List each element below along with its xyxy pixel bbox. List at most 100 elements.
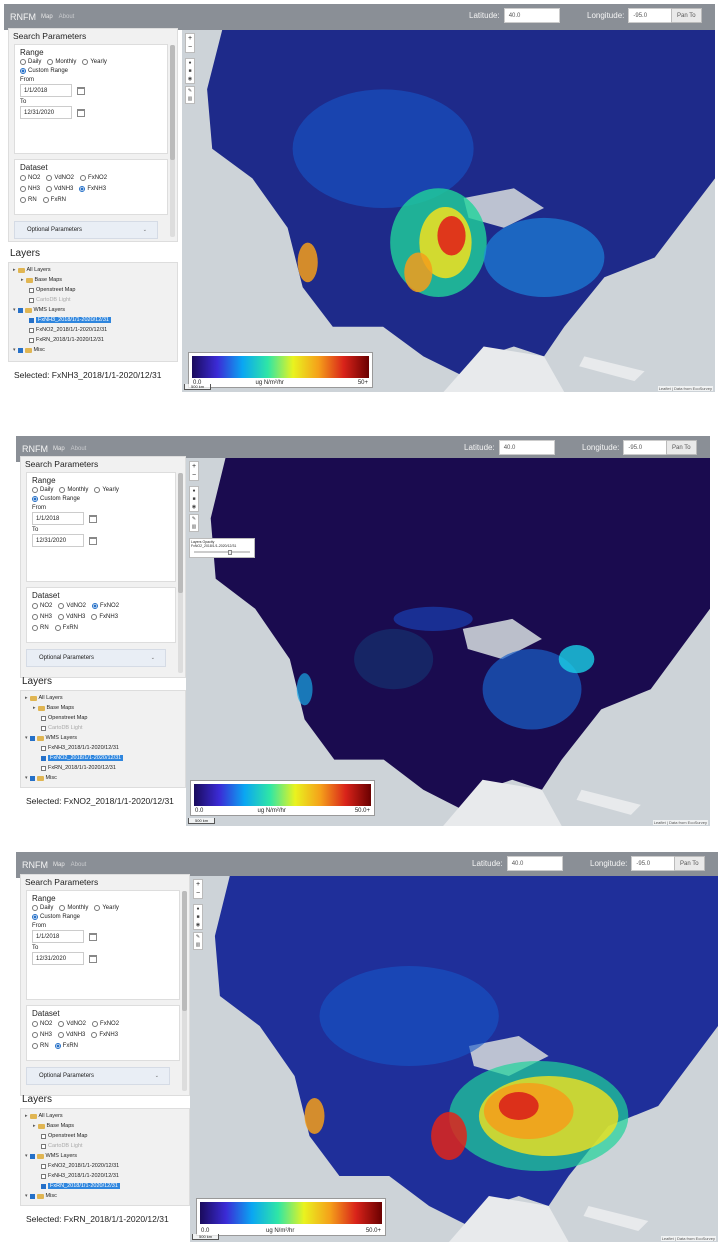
radio-circle[interactable] xyxy=(92,602,99,609)
tree-layer-item[interactable]: FxNO2_2018/1/1-2020/12/31 xyxy=(41,755,124,761)
delete-layers-icon[interactable]: ▥ xyxy=(195,942,201,948)
radio-circle[interactable] xyxy=(94,486,101,493)
range-radio-yearly[interactable]: Yearly xyxy=(94,904,119,911)
layer-checkbox[interactable] xyxy=(41,1143,46,1149)
layer-checkbox[interactable] xyxy=(41,725,46,731)
calendar-icon[interactable] xyxy=(89,933,97,941)
to-date-input[interactable]: 12/31/2020 xyxy=(32,534,97,547)
radio-circle[interactable] xyxy=(20,185,26,192)
calendar-icon[interactable] xyxy=(89,515,97,523)
draw-rectangle-icon[interactable]: ■ xyxy=(188,68,192,74)
search-scrollbar[interactable] xyxy=(170,45,175,237)
radio-circle[interactable] xyxy=(58,613,65,620)
layer-checkbox[interactable] xyxy=(17,307,23,313)
radio-circle[interactable] xyxy=(46,185,53,192)
tree-misc[interactable]: ▾ Misc xyxy=(25,1193,57,1199)
expand-toggle-icon[interactable]: ▸ xyxy=(25,1113,28,1119)
dataset-radio-vdnh3[interactable]: VdNH3 xyxy=(58,613,85,620)
tree-layer-item[interactable]: FxNO2_2018/1/1-2020/12/31 xyxy=(29,327,107,333)
range-radio-custom[interactable]: Custom Range xyxy=(20,67,68,74)
radio-circle[interactable] xyxy=(80,174,87,181)
tree-layer-item[interactable]: FxNH3_2018/1/1-2020/12/31 xyxy=(41,1173,119,1179)
brand-logo[interactable]: RNFM xyxy=(22,444,48,454)
layer-checkbox[interactable] xyxy=(29,1193,35,1199)
expand-toggle-icon[interactable]: ▸ xyxy=(33,1123,36,1129)
tree-cartodb-light[interactable]: CartoDB Light xyxy=(41,725,83,731)
radio-circle[interactable] xyxy=(82,58,89,65)
nav-map-link[interactable]: Map xyxy=(53,446,65,452)
expand-toggle-icon[interactable]: ▸ xyxy=(25,695,28,701)
nav-about-link[interactable]: About xyxy=(70,446,87,452)
range-radio-custom[interactable]: Custom Range xyxy=(32,495,80,502)
nav-map-link[interactable]: Map xyxy=(41,14,53,20)
tree-layer-item[interactable]: FxRN_2018/1/1-2020/12/31 xyxy=(29,337,104,343)
range-radio-custom[interactable]: Custom Range xyxy=(32,913,80,920)
radio-circle[interactable] xyxy=(32,602,38,609)
dataset-radio-fxno2[interactable]: FxNO2 xyxy=(80,174,107,181)
scrollbar-thumb[interactable] xyxy=(170,45,175,161)
zoom-in-button[interactable]: + xyxy=(187,35,193,42)
search-scrollbar[interactable] xyxy=(178,473,183,673)
radio-circle[interactable] xyxy=(32,1020,38,1027)
longitude-input[interactable]: -95.0 xyxy=(623,440,680,455)
layer-checkbox[interactable] xyxy=(41,1133,46,1139)
tree-wms-layers[interactable]: ▾ WMS Layers xyxy=(13,307,65,313)
layer-checkbox[interactable] xyxy=(29,337,34,343)
draw-rectangle-icon[interactable]: ■ xyxy=(192,496,196,502)
radio-circle[interactable] xyxy=(32,613,38,620)
delete-layers-icon[interactable]: ▥ xyxy=(191,524,197,530)
radio-circle[interactable] xyxy=(32,495,38,502)
radio-circle[interactable] xyxy=(20,174,26,181)
map-canvas[interactable]: + − ● ■ ◉ ✎ ▥ Layers Opacity FxNO2_2018/1/1-2020… xyxy=(186,458,710,826)
radio-circle[interactable] xyxy=(58,602,65,609)
layer-checkbox[interactable] xyxy=(29,327,34,333)
longitude-input[interactable]: -95.0 xyxy=(631,856,688,871)
dataset-radio-fxnh3[interactable]: FxNH3 xyxy=(91,1031,118,1038)
layer-checkbox[interactable] xyxy=(17,347,23,353)
tree-cartodb-light[interactable]: CartoDB Light xyxy=(29,297,71,303)
map-attribution[interactable]: Leaflet | Data from EcoSurvey xyxy=(657,386,713,391)
radio-circle[interactable] xyxy=(32,1042,38,1049)
to-date-input[interactable]: 12/31/2020 xyxy=(20,106,85,119)
map-attribution[interactable]: Leaflet | Data from EcoSurvey xyxy=(660,1236,716,1241)
dataset-radio-fxno2[interactable]: FxNO2 xyxy=(92,602,119,609)
map-canvas[interactable]: + − ● ■ ◉ ✎ ▥ 0.0 ug N/m²/hr 50+ 500 km Leaflet | D… xyxy=(182,30,715,392)
tree-misc[interactable]: ▾ Misc xyxy=(25,775,57,781)
range-radio-daily[interactable]: Daily xyxy=(32,904,53,911)
dataset-radio-fxrn[interactable]: FxRN xyxy=(54,624,78,631)
edit-layers-icon[interactable]: ✎ xyxy=(195,934,201,940)
opacity-slider-track[interactable] xyxy=(194,551,250,553)
draw-circle-icon[interactable]: ◉ xyxy=(195,922,201,928)
radio-circle[interactable] xyxy=(54,624,61,631)
dataset-radio-nh3[interactable]: NH3 xyxy=(32,1031,52,1038)
layer-checkbox[interactable] xyxy=(29,735,35,741)
calendar-icon[interactable] xyxy=(89,537,97,545)
dataset-radio-vdnh3[interactable]: VdNH3 xyxy=(58,1031,85,1038)
range-radio-monthly[interactable]: Monthly xyxy=(59,486,88,493)
tree-layer-item[interactable]: FxRN_2018/1/1-2020/12/31 xyxy=(41,765,116,771)
range-radio-yearly[interactable]: Yearly xyxy=(94,486,119,493)
dataset-radio-nh3[interactable]: NH3 xyxy=(32,613,52,620)
expand-toggle-icon[interactable]: ▾ xyxy=(25,735,28,741)
tree-all-layers[interactable]: ▸ All Layers xyxy=(13,267,51,273)
expand-toggle-icon[interactable]: ▾ xyxy=(13,307,16,313)
dataset-radio-vdno2[interactable]: VdNO2 xyxy=(46,174,74,181)
radio-circle[interactable] xyxy=(91,613,98,620)
to-date-input[interactable]: 12/31/2020 xyxy=(32,952,97,965)
expand-toggle-icon[interactable]: ▾ xyxy=(13,347,16,353)
radio-circle[interactable] xyxy=(20,196,26,203)
radio-circle[interactable] xyxy=(58,1031,65,1038)
dataset-radio-fxnh3[interactable]: FxNH3 xyxy=(79,185,106,192)
dataset-radio-fxrn[interactable]: FxRN xyxy=(54,1042,78,1049)
radio-circle[interactable] xyxy=(59,904,66,911)
optional-parameters-toggle[interactable]: Optional Parameters ⌄ xyxy=(14,221,158,239)
layer-checkbox[interactable] xyxy=(41,765,46,771)
zoom-out-button[interactable]: − xyxy=(191,472,197,479)
tree-cartodb-light[interactable]: CartoDB Light xyxy=(41,1143,83,1149)
radio-circle[interactable] xyxy=(58,1020,65,1027)
dataset-radio-fxnh3[interactable]: FxNH3 xyxy=(91,613,118,620)
dataset-radio-vdno2[interactable]: VdNO2 xyxy=(58,602,86,609)
tree-openstreet-map[interactable]: Openstreet Map xyxy=(41,1133,87,1139)
calendar-icon[interactable] xyxy=(89,955,97,963)
radio-circle[interactable] xyxy=(46,174,53,181)
